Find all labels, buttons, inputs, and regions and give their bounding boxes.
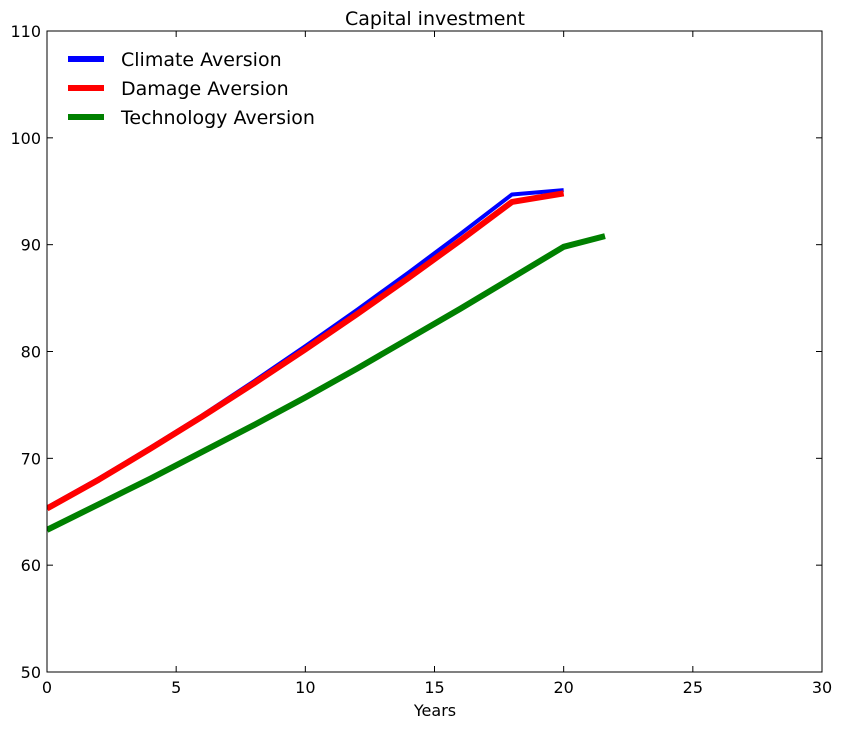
y-tick-label: 100: [10, 129, 41, 148]
legend: Climate Aversion Damage Aversion Technolog…: [68, 49, 315, 129]
legend-label: Climate Aversion: [121, 49, 282, 71]
x-axis-label: Years: [413, 701, 456, 720]
series-line-damage-aversion: [47, 190, 565, 512]
chart-title: Capital investment: [345, 8, 525, 30]
x-tick-label: 15: [424, 678, 444, 697]
axis-ticks: 0 5 10 15 20 25 30 50 60 70 80 90 100 110: [10, 22, 832, 697]
y-tick-label: 70: [21, 449, 41, 468]
y-tick-label: 80: [21, 343, 41, 362]
legend-label: Damage Aversion: [121, 78, 289, 100]
legend-label: Technology Aversion: [120, 107, 315, 129]
x-tick-label: 25: [683, 678, 703, 697]
x-tick-label: 5: [171, 678, 181, 697]
x-tick-label: 10: [295, 678, 315, 697]
y-tick-label: 110: [10, 22, 41, 41]
x-tick-label: 20: [553, 678, 573, 697]
y-tick-label: 90: [21, 236, 41, 255]
x-tick-label: 0: [42, 678, 52, 697]
series-line-technology-aversion: [47, 233, 606, 533]
x-tick-label: 30: [812, 678, 832, 697]
y-tick-label: 50: [21, 663, 41, 682]
y-tick-label: 60: [21, 556, 41, 575]
